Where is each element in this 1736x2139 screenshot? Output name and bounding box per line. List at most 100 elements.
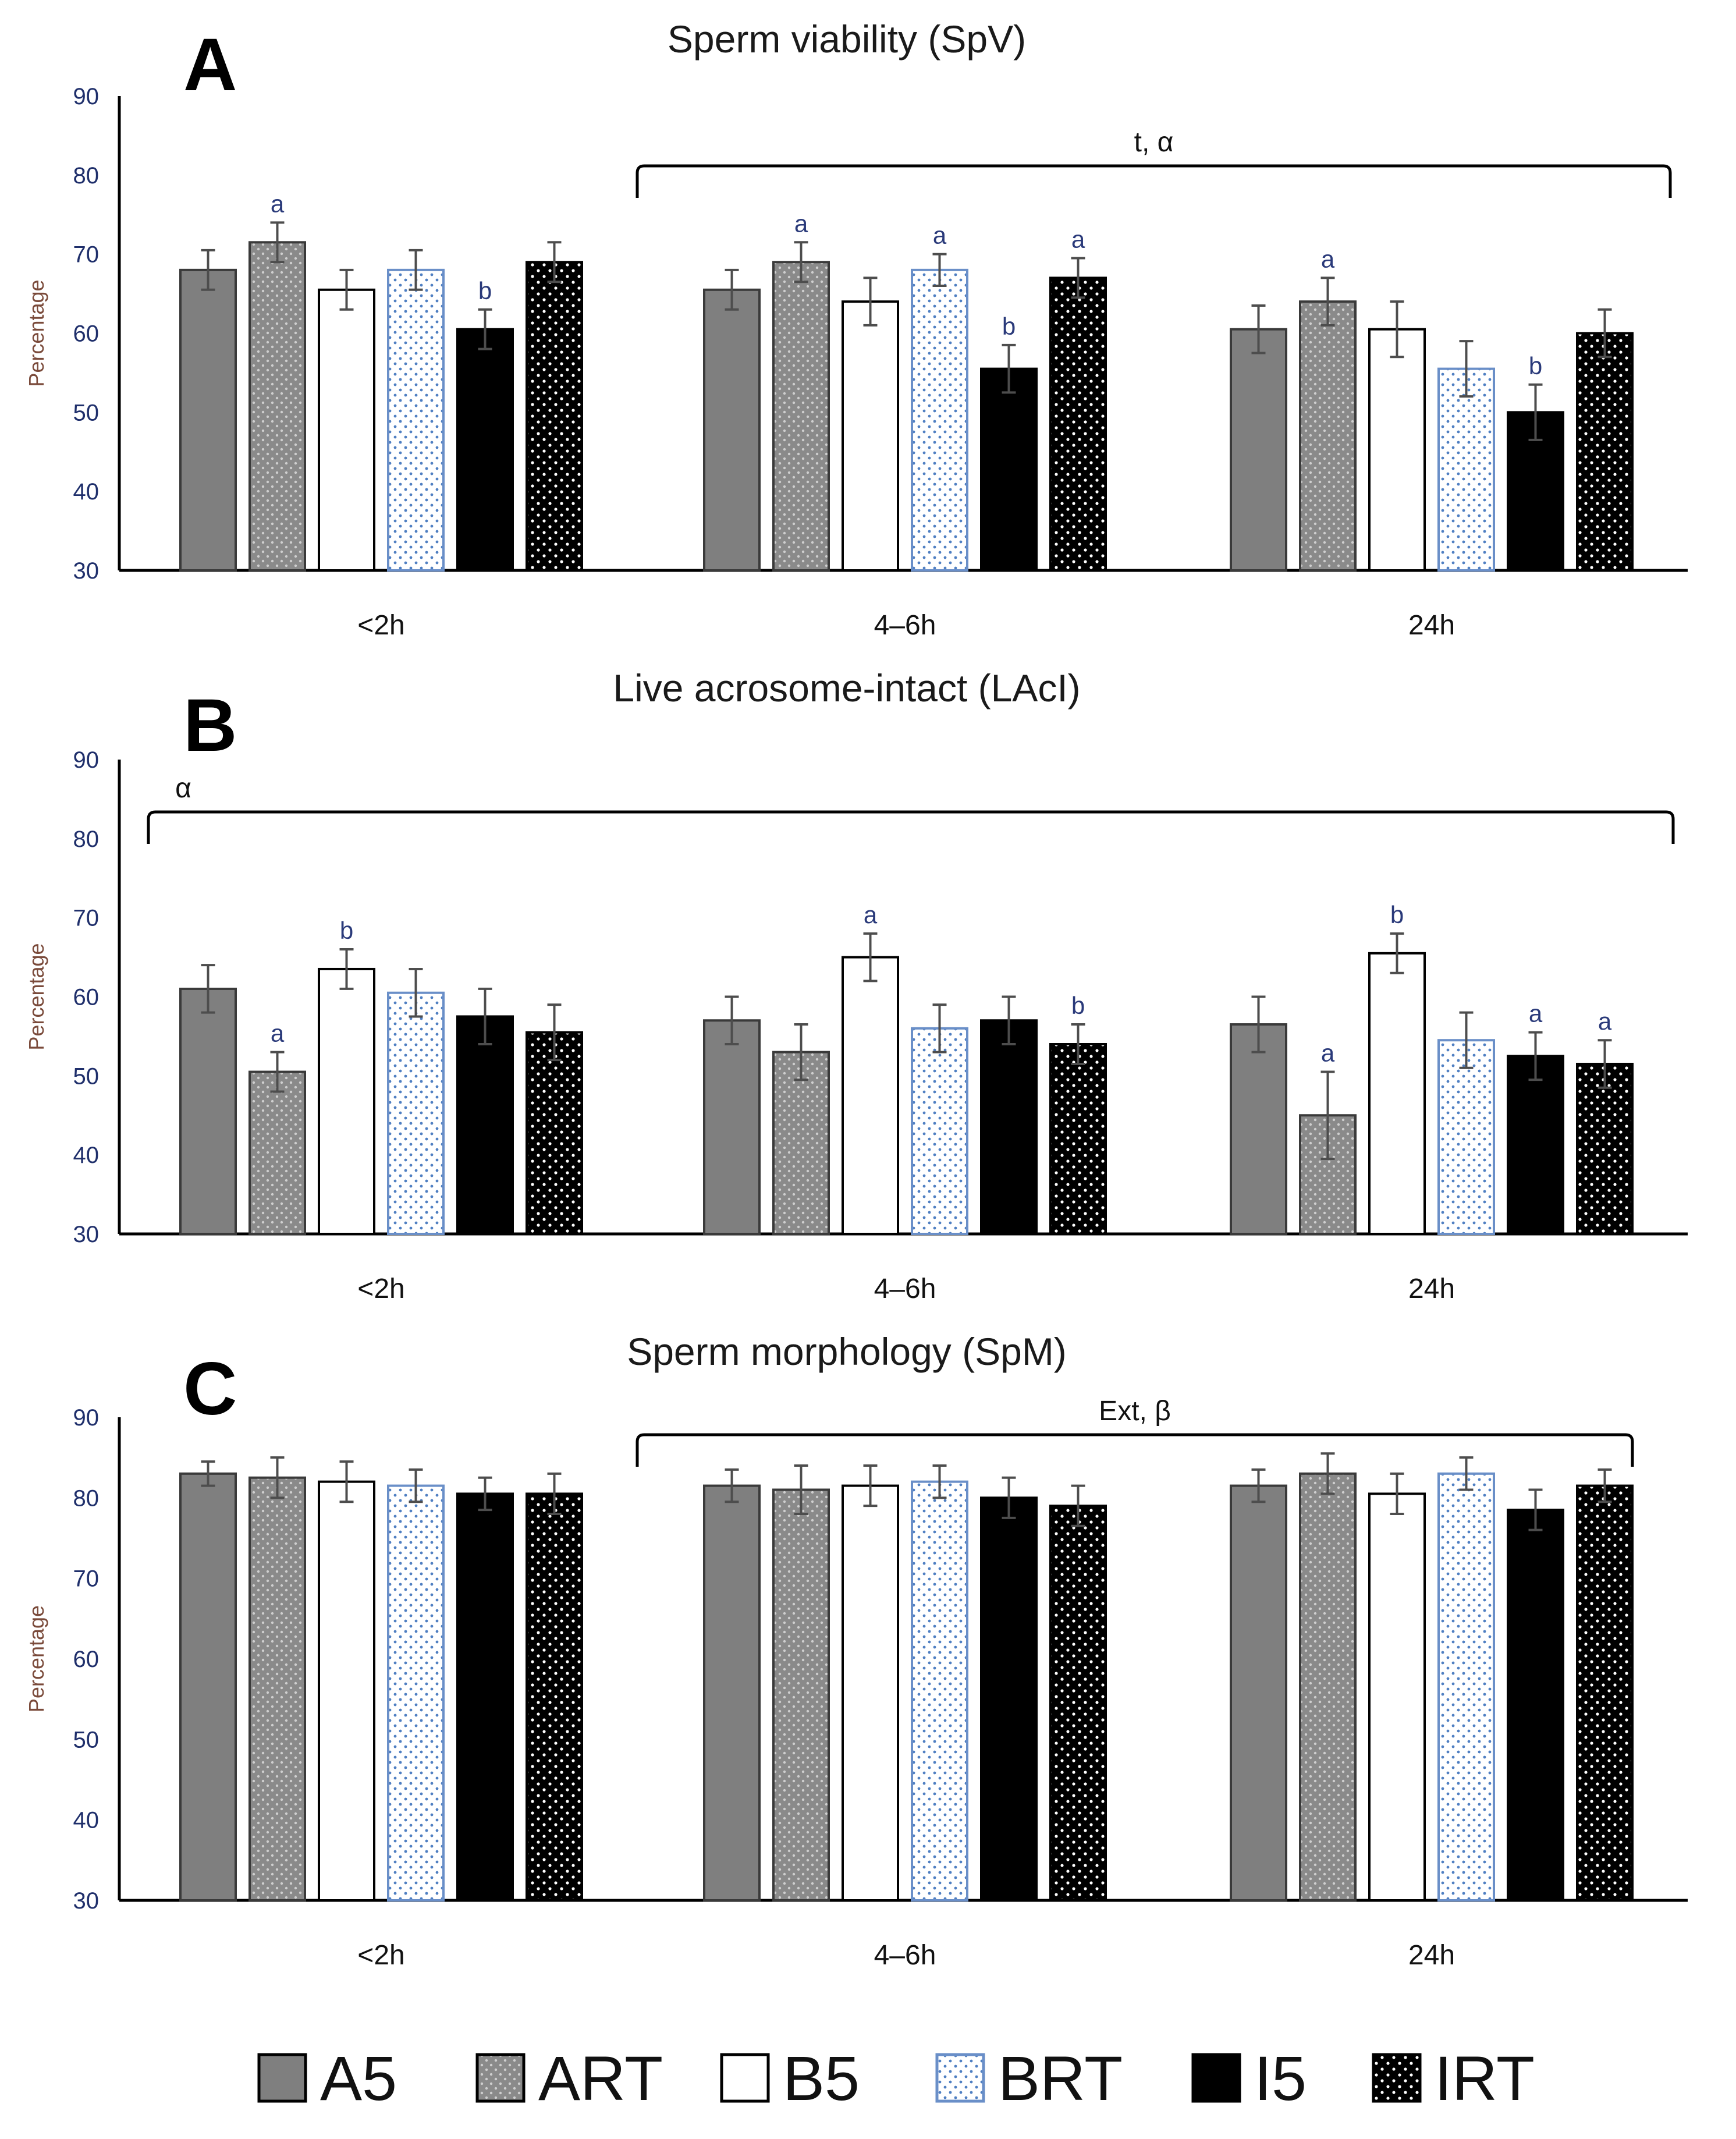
bracket	[636, 1433, 1634, 1467]
bar-a5	[703, 1484, 761, 1902]
legend-swatch	[720, 2053, 770, 2103]
significance-label: b	[1002, 313, 1016, 340]
bar-brt	[387, 268, 445, 572]
panel-letter: C	[183, 1347, 237, 1431]
bar-irt	[526, 1492, 583, 1902]
bar-a5	[1230, 1484, 1287, 1902]
bar-art	[772, 1051, 830, 1236]
bar-art	[1299, 1472, 1357, 1902]
y-tick-label: 40	[73, 1808, 100, 1833]
bar-art	[248, 1476, 306, 1902]
significance-label: a	[864, 901, 878, 928]
bar-a5	[179, 1472, 237, 1902]
legend-swatch	[1191, 2053, 1241, 2103]
legend-item-brt: BRT	[935, 2043, 1123, 2113]
chart-panel-c: Sperm morphology (SpM) C Percentage 30 40 50 6…	[24, 1330, 1688, 1971]
chart-title: Sperm morphology (SpM)	[627, 1330, 1067, 1373]
y-tick-label: 50	[73, 1727, 100, 1753]
y-tick-label: 50	[73, 1063, 100, 1089]
y-tick-label: 30	[73, 1888, 100, 1914]
bar-a5	[179, 268, 237, 572]
bar-b5	[1368, 952, 1426, 1235]
significance-label: b	[340, 917, 353, 944]
bar-i5	[1507, 1055, 1564, 1235]
legend-item-a5: A5	[257, 2043, 397, 2113]
legend-swatch	[1372, 2053, 1422, 2103]
bar-a5	[703, 288, 761, 572]
y-tick-label: 40	[73, 479, 100, 505]
bracket	[636, 164, 1672, 198]
bar-i5	[980, 367, 1038, 572]
bar-art	[772, 1488, 830, 1902]
y-tick-label: 60	[73, 985, 100, 1010]
bar-brt	[911, 268, 968, 572]
bar-brt	[911, 1480, 968, 1902]
significance-label: b	[1529, 352, 1542, 379]
legend-item-b5: B5	[720, 2043, 860, 2113]
legend-label: ART	[538, 2043, 663, 2113]
y-tick-label: 80	[73, 163, 100, 189]
bar-b5	[1368, 1492, 1426, 1902]
legend-label: I5	[1254, 2043, 1307, 2113]
bar-brt	[1437, 367, 1495, 572]
panel-letter: A	[183, 23, 237, 107]
y-tick-label: 60	[73, 1647, 100, 1672]
bracket	[147, 810, 1675, 844]
bar-brt	[911, 1027, 968, 1236]
y-tick-label: 30	[73, 558, 100, 584]
panels: Sperm viability (SpV) A Percentage 30 40 50 60…	[24, 17, 1688, 1971]
legend-label: B5	[783, 2043, 860, 2113]
y-tick-label: 70	[73, 906, 100, 931]
significance-label: a	[1321, 1040, 1335, 1067]
y-tick-label: 60	[73, 321, 100, 347]
bar-a5	[703, 1019, 761, 1235]
bar-art	[1299, 300, 1357, 572]
bar-b5	[318, 967, 375, 1236]
significance-label: a	[1529, 1000, 1543, 1027]
legend-label: BRT	[998, 2043, 1123, 2113]
legend-swatch	[935, 2053, 985, 2103]
bar-irt	[1049, 1505, 1107, 1902]
bar-b5	[842, 1484, 899, 1902]
x-tick-label: 24h	[1408, 1940, 1455, 1971]
bar-irt	[526, 261, 583, 572]
y-tick-label: 30	[73, 1222, 100, 1247]
bar-irt	[1049, 276, 1107, 572]
chart-panel-a: Sperm viability (SpV) A Percentage 30 40 50 60…	[24, 17, 1688, 641]
significance-label: a	[1321, 245, 1335, 272]
significance-label: a	[271, 190, 285, 217]
y-tick-label: 40	[73, 1143, 100, 1168]
significance-label: a	[1071, 225, 1085, 253]
significance-label: b	[1390, 901, 1404, 928]
bar-i5	[456, 328, 514, 572]
x-tick-label: 24h	[1408, 1274, 1455, 1304]
chart-title: Sperm viability (SpV)	[668, 17, 1026, 61]
bar-brt	[387, 1484, 445, 1902]
bracket-annotation: Ext, β	[1099, 1396, 1171, 1427]
bar-irt	[1576, 1484, 1634, 1902]
bar-i5	[456, 1015, 514, 1236]
bar-art	[248, 241, 306, 572]
bar-i5	[1507, 1509, 1564, 1902]
bar-i5	[456, 1492, 514, 1902]
bar-a5	[1230, 328, 1287, 572]
y-tick-label: 70	[73, 1566, 100, 1592]
legend-swatch	[257, 2053, 307, 2103]
significance-label: b	[1071, 992, 1085, 1019]
bar-brt	[1437, 1472, 1495, 1902]
bar-b5	[842, 956, 899, 1236]
bar-b5	[842, 300, 899, 572]
bar-irt	[1576, 332, 1634, 572]
bar-brt	[1437, 1039, 1495, 1236]
bar-brt	[387, 991, 445, 1236]
bar-b5	[318, 288, 375, 572]
bar-art	[248, 1070, 306, 1235]
bracket-annotation: α	[175, 773, 191, 804]
y-tick-label: 90	[73, 1405, 100, 1431]
legend-item-art: ART	[475, 2043, 663, 2113]
bar-irt	[526, 1031, 583, 1235]
legend-item-i5: I5	[1191, 2043, 1307, 2113]
bar-b5	[1368, 328, 1426, 572]
significance-label: a	[1598, 1008, 1612, 1035]
